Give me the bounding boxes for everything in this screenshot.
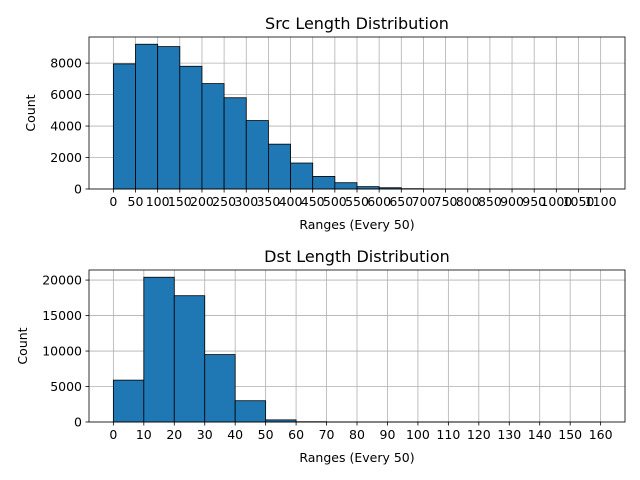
src-bar	[268, 143, 291, 190]
dst-bar	[204, 354, 236, 423]
dst-x-tick-label: 100	[406, 427, 430, 442]
dst-x-tick-label: 140	[528, 427, 552, 442]
src-x-tick-label: 650	[389, 194, 413, 209]
src-x-ticks: 0 50 1001502002503003504004505005506006507…	[109, 189, 617, 209]
dst-bar	[143, 276, 175, 423]
src-bar	[245, 120, 269, 190]
dst-x-tick-label: 160	[589, 427, 613, 442]
src-x-tick-label: 1050	[563, 194, 595, 209]
src-y-tick-label: 0	[74, 182, 82, 197]
src-x-tick-label: 700	[412, 194, 436, 209]
src-chart-title: Src Length Distribution	[265, 14, 449, 33]
src-x-tick-label: 400	[279, 194, 303, 209]
src-x-tick-label: 350	[256, 194, 280, 209]
dst-y-tick-label: 10000	[42, 344, 82, 359]
dst-y-tick-label: 20000	[42, 273, 82, 288]
dst-y-tick-label: 0	[74, 415, 82, 430]
src-x-tick-label: 950	[522, 194, 546, 209]
src-y-tick-label: 4000	[50, 119, 82, 134]
src-x-tick-label: 500	[323, 194, 347, 209]
src-x-tick-label: 1100	[585, 194, 617, 209]
src-x-tick-label: 800	[456, 194, 480, 209]
src-bars	[112, 43, 602, 190]
dst-y-axis-label: Count	[15, 327, 30, 364]
dst-x-tick-label: 150	[558, 427, 582, 442]
src-x-tick-label: 900	[500, 194, 524, 209]
src-y-tick-label: 6000	[50, 87, 82, 102]
src-x-tick-label: 450	[301, 194, 325, 209]
src-length-chart: Src Length Distribution 0 50 1001502002503…	[23, 14, 626, 232]
dst-bar	[173, 295, 206, 423]
src-x-axis-label: Ranges (Every 50)	[299, 217, 414, 232]
dst-x-tick-label: 120	[467, 427, 491, 442]
src-x-tick-label: 0	[109, 194, 117, 209]
src-bar	[201, 83, 225, 190]
dst-x-tick-label: 110	[436, 427, 460, 442]
dst-x-tick-label: 30	[197, 427, 213, 442]
src-y-axis-label: Count	[23, 94, 38, 131]
src-x-tick-label: 1000	[540, 194, 572, 209]
dst-x-tick-label: 90	[380, 427, 396, 442]
src-x-tick-label: 150	[168, 194, 192, 209]
dst-y-tick-label: 5000	[50, 379, 82, 394]
src-bar	[135, 43, 159, 190]
src-x-tick-label: 300	[234, 194, 258, 209]
dst-bars	[112, 276, 602, 423]
dst-x-tick-label: 40	[227, 427, 243, 442]
src-x-tick-label: 50	[128, 194, 144, 209]
src-x-tick-label: 550	[345, 194, 369, 209]
src-x-tick-label: 200	[190, 194, 214, 209]
src-bar	[157, 46, 181, 190]
src-bar	[112, 63, 136, 190]
src-y-tick-label: 8000	[50, 56, 82, 71]
dst-x-axis-label: Ranges (Every 50)	[299, 450, 414, 465]
dst-x-tick-label: 80	[349, 427, 365, 442]
dst-x-tick-label: 130	[497, 427, 521, 442]
src-bar	[223, 97, 247, 190]
src-x-tick-label: 250	[212, 194, 236, 209]
src-bar	[334, 182, 358, 190]
dst-x-tick-label: 50	[258, 427, 274, 442]
dst-chart-title: Dst Length Distribution	[264, 247, 450, 266]
dst-x-tick-label: 20	[166, 427, 182, 442]
dst-bar	[234, 400, 267, 423]
src-y-tick-label: 2000	[50, 150, 82, 165]
dst-x-tick-label: 60	[288, 427, 304, 442]
dst-length-chart: Dst Length Distribution 0 10 20 30 40 50 60 70 8…	[15, 247, 626, 465]
dst-x-tick-label: 0	[109, 427, 117, 442]
dst-x-tick-label: 10	[136, 427, 152, 442]
src-x-tick-label: 850	[478, 194, 502, 209]
src-bar	[312, 176, 336, 190]
dst-y-tick-label: 15000	[42, 308, 82, 323]
src-bar	[290, 162, 314, 190]
dst-y-ticks: 0 5000 10000 15000 20000	[42, 273, 89, 430]
src-y-ticks: 0 2000 4000 6000 8000	[50, 56, 89, 197]
src-x-tick-label: 100	[146, 194, 170, 209]
dst-x-ticks: 0 10 20 30 40 50 60 70 80 90 100 110 120 130 140 150 160	[109, 422, 613, 442]
src-bar	[179, 65, 203, 190]
src-x-tick-label: 750	[434, 194, 458, 209]
src-x-tick-label: 600	[367, 194, 391, 209]
dst-bar	[112, 379, 145, 423]
dst-x-tick-label: 70	[319, 427, 335, 442]
